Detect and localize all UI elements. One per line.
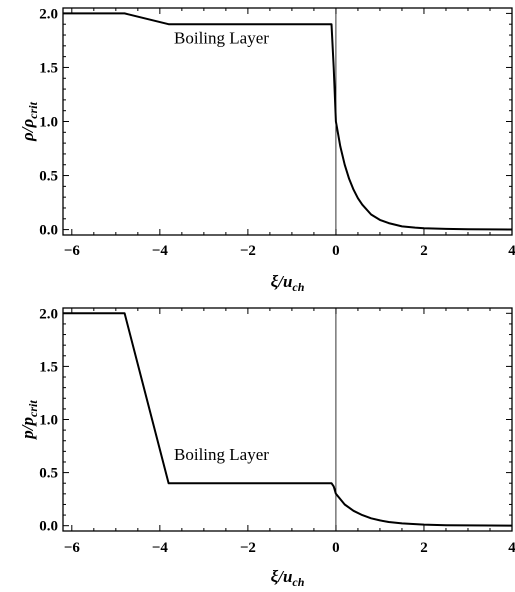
y-tick-label: 1.0 [39, 413, 58, 429]
x-tick-label: −4 [152, 540, 169, 556]
annotation-label: Boiling Layer [174, 29, 269, 48]
x-tick-label: 4 [508, 540, 515, 556]
x-tick-label: 0 [332, 243, 340, 259]
x-axis-label-subscript: ch [292, 575, 304, 589]
x-tick-label: −6 [64, 243, 81, 259]
x-tick-label: −4 [152, 243, 169, 259]
series-line [63, 12, 513, 231]
x-tick-label: 4 [508, 243, 515, 259]
y-tick-label: 2.0 [39, 6, 58, 22]
series-line [63, 312, 513, 527]
density-plot: −6 −4 −2 0 2 4 0.0 0.5 1.0 1.5 2.0 Boiling Layer ξ/u… [18, 6, 515, 294]
x-axis-label: ξ/uch [271, 272, 305, 294]
x-axis-label: ξ/uch [271, 567, 305, 589]
y-tick-label: 1.5 [39, 359, 58, 375]
x-tick-label: −2 [240, 540, 256, 556]
x-tick-label: 0 [332, 540, 340, 556]
plot-frame [62, 307, 513, 532]
y-tick-label: 1.0 [39, 115, 58, 131]
y-tick-label: 0.0 [39, 519, 58, 535]
y-axis-label-subscript: crit [26, 400, 40, 417]
y-tick-label: 0.5 [39, 169, 58, 185]
y-axis-label: ρ/ρcrit [18, 101, 40, 142]
y-tick-label: 2.0 [39, 306, 58, 322]
x-tick-label: 2 [420, 540, 428, 556]
x-tick-label: −6 [64, 540, 81, 556]
y-tick-label: 0.5 [39, 466, 58, 482]
plot-frame [62, 7, 513, 236]
pressure-plot: −6 −4 −2 0 2 4 0.0 0.5 1.0 1.5 2.0 Boiling Layer ξ/u… [18, 306, 515, 589]
x-tick-label: 2 [420, 243, 428, 259]
annotation-label: Boiling Layer [174, 445, 269, 464]
x-tick-label: −2 [240, 243, 256, 259]
y-tick-label: 0.0 [39, 223, 58, 239]
y-axis-label-subscript: crit [26, 101, 40, 118]
y-axis-label: p/pcrit [18, 400, 40, 441]
x-axis-label-subscript: ch [292, 280, 304, 294]
y-tick-label: 1.5 [39, 60, 58, 76]
